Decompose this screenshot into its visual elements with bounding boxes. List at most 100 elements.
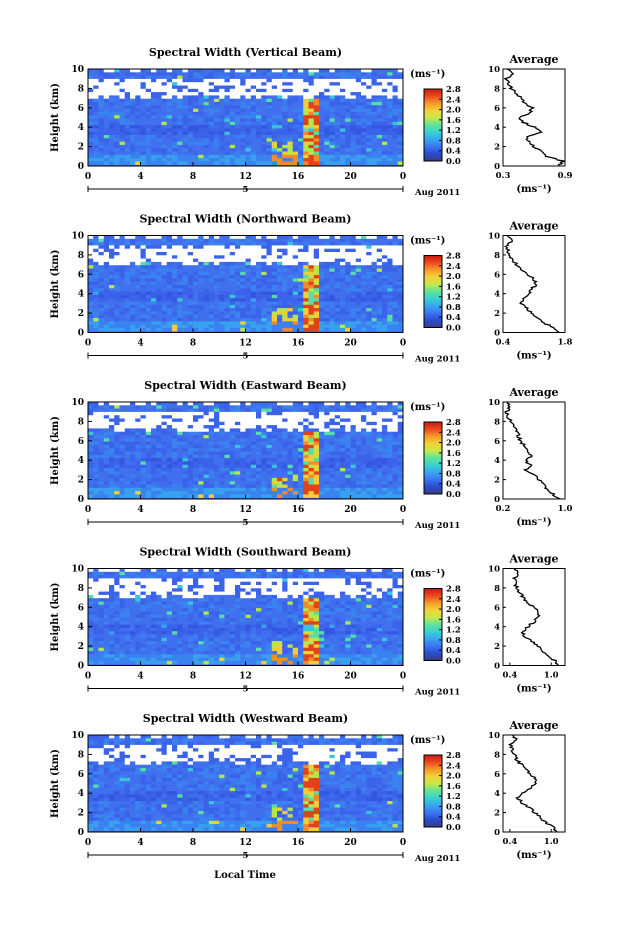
heatmap-cell bbox=[177, 494, 183, 498]
heatmap-cell bbox=[355, 144, 362, 149]
heatmap-cell bbox=[361, 324, 367, 329]
heatmap-cell bbox=[392, 261, 399, 266]
heatmap-cell bbox=[334, 288, 341, 292]
heatmap-cell bbox=[319, 255, 325, 259]
heatmap-cell bbox=[130, 72, 136, 76]
heatmap-cell bbox=[366, 102, 372, 106]
heatmap-cell bbox=[193, 298, 199, 302]
heatmap-cell bbox=[224, 421, 231, 426]
heatmap-cell bbox=[313, 115, 320, 119]
heatmap-cell bbox=[224, 301, 231, 306]
heatmap-cell bbox=[219, 85, 225, 90]
heatmap-cell bbox=[350, 252, 357, 256]
heatmap-cell bbox=[145, 438, 152, 442]
heatmap-cell bbox=[277, 438, 283, 442]
heatmap-cell bbox=[345, 138, 351, 142]
heatmap-cell bbox=[119, 252, 126, 256]
heatmap-cell bbox=[208, 69, 215, 73]
heatmap-cell bbox=[156, 421, 162, 426]
heatmap-cell bbox=[172, 98, 178, 103]
heatmap-cell bbox=[161, 314, 168, 319]
heatmap-cell bbox=[361, 271, 367, 276]
heatmap-cell bbox=[256, 255, 262, 259]
heatmap-cell bbox=[130, 108, 136, 113]
heatmap-cell bbox=[387, 85, 393, 90]
heatmap-cell bbox=[156, 85, 162, 90]
heatmap-cell bbox=[219, 451, 225, 456]
heatmap-cell bbox=[88, 321, 94, 325]
heatmap-cell bbox=[219, 144, 225, 149]
heatmap-cell bbox=[145, 95, 152, 99]
heatmap-cell bbox=[208, 327, 215, 332]
heatmap-cell bbox=[193, 248, 199, 253]
heatmap-cell bbox=[214, 95, 220, 99]
heatmap-cell bbox=[172, 435, 178, 439]
heatmap-cell bbox=[103, 451, 110, 456]
heatmap-cell bbox=[350, 248, 357, 253]
heatmap-cell bbox=[329, 308, 336, 312]
heatmap-cell bbox=[114, 128, 120, 132]
heatmap-cell bbox=[224, 415, 231, 419]
heatmap-cell bbox=[366, 242, 372, 246]
heatmap-cell bbox=[88, 481, 94, 485]
heatmap-cell bbox=[187, 428, 194, 432]
x-tick-label: 8 bbox=[190, 339, 196, 349]
heatmap-cell bbox=[371, 255, 378, 259]
heatmap-cell bbox=[282, 314, 288, 319]
heatmap-cell bbox=[397, 141, 404, 146]
heatmap-cell bbox=[313, 411, 320, 416]
heatmap-cell bbox=[292, 235, 299, 240]
heatmap-cell bbox=[319, 98, 325, 103]
heatmap-cell bbox=[235, 135, 241, 139]
heatmap-cell bbox=[245, 491, 252, 495]
heatmap-cell bbox=[135, 128, 141, 132]
heatmap-cell bbox=[198, 324, 204, 329]
heatmap-cell bbox=[261, 291, 267, 296]
heatmap-cell bbox=[303, 438, 309, 442]
heatmap-cell bbox=[261, 487, 267, 492]
heatmap-cell bbox=[166, 468, 173, 472]
heatmap-cell bbox=[187, 82, 194, 86]
heatmap-cell bbox=[98, 261, 105, 266]
heatmap-cell bbox=[324, 121, 330, 126]
heatmap-cell bbox=[319, 131, 325, 136]
heatmap-cell bbox=[166, 285, 173, 289]
heatmap-cell bbox=[392, 135, 399, 139]
heatmap-cell bbox=[140, 311, 147, 315]
heatmap-cell bbox=[245, 421, 252, 426]
heatmap-cell bbox=[88, 304, 94, 309]
heatmap-cell bbox=[397, 158, 404, 162]
heatmap-cell bbox=[219, 278, 225, 282]
heatmap-cell bbox=[145, 88, 152, 93]
heatmap-cell bbox=[93, 248, 99, 253]
heatmap-cell bbox=[303, 265, 309, 269]
profile-y-tick-label: 0 bbox=[494, 162, 500, 172]
heatmap-cell bbox=[187, 451, 194, 456]
heatmap-cell bbox=[98, 408, 105, 413]
heatmap-cell bbox=[208, 135, 215, 139]
heatmap-cell bbox=[387, 314, 393, 319]
heatmap-cell bbox=[340, 242, 346, 246]
heatmap-cell bbox=[214, 318, 220, 322]
heatmap-cell bbox=[135, 418, 141, 423]
heatmap-cell bbox=[350, 115, 357, 119]
heatmap-cell bbox=[277, 448, 283, 452]
heatmap-cell bbox=[334, 238, 341, 243]
heatmap-cell bbox=[103, 494, 110, 498]
heatmap-cell bbox=[151, 418, 157, 423]
heatmap-cell bbox=[371, 271, 378, 276]
heatmap-cell bbox=[88, 428, 94, 432]
heatmap-cell bbox=[334, 281, 341, 286]
heatmap-cell bbox=[303, 102, 309, 106]
heatmap-cell bbox=[214, 85, 220, 90]
heatmap-cell bbox=[124, 415, 131, 419]
heatmap-cell bbox=[240, 494, 246, 498]
heatmap-cell bbox=[193, 78, 199, 83]
heatmap-cell bbox=[235, 281, 241, 286]
y-tick-label: 6 bbox=[78, 104, 84, 114]
heatmap-cell bbox=[151, 151, 157, 156]
heatmap-cell bbox=[261, 464, 267, 469]
heatmap-cell bbox=[376, 327, 383, 332]
heatmap-cell bbox=[292, 121, 299, 126]
heatmap-cell bbox=[93, 468, 99, 472]
